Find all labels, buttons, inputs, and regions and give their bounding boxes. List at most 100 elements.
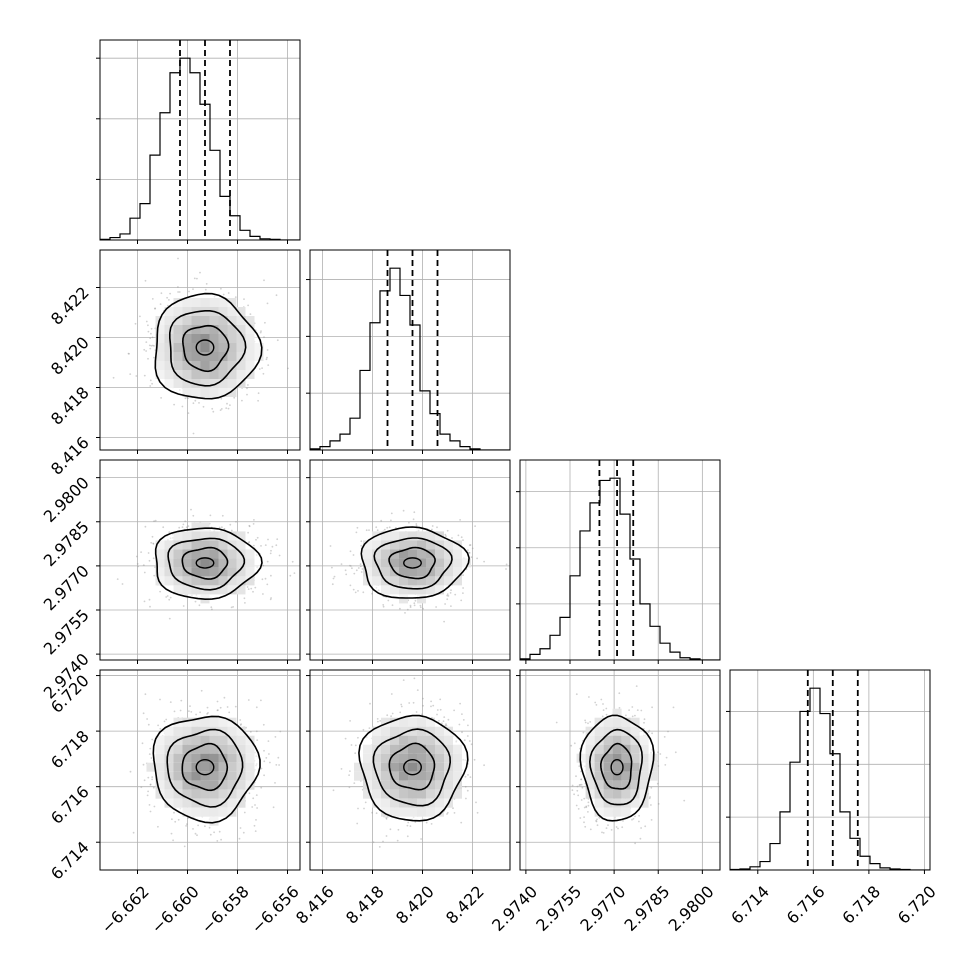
sample-point — [453, 710, 455, 712]
sample-point — [270, 553, 272, 555]
sample-point — [408, 702, 410, 704]
sample-point — [379, 720, 381, 722]
sample-point — [454, 812, 456, 814]
sample-point — [159, 699, 161, 701]
sample-point — [153, 557, 155, 559]
sample-point — [382, 604, 384, 606]
sample-point — [432, 525, 434, 527]
sample-point — [377, 718, 379, 720]
sample-point — [184, 520, 186, 522]
sample-point — [275, 764, 277, 766]
sample-point — [161, 292, 163, 294]
sample-point — [231, 607, 233, 609]
sample-point — [384, 529, 386, 531]
sample-point — [268, 740, 270, 742]
sample-point — [266, 358, 268, 360]
sample-point — [386, 527, 388, 529]
sample-point — [212, 411, 214, 413]
sample-point — [211, 609, 213, 611]
joint-content — [130, 690, 282, 847]
sample-point — [462, 592, 464, 594]
sample-point — [260, 787, 262, 789]
sample-point — [157, 826, 159, 828]
sample-point — [243, 832, 245, 834]
sample-point — [400, 704, 402, 706]
sample-point — [210, 834, 212, 836]
sample-point — [192, 828, 194, 830]
sample-point — [410, 825, 412, 827]
sample-point — [458, 535, 460, 537]
sample-point — [398, 829, 400, 831]
sample-point — [435, 606, 437, 608]
sample-point — [247, 384, 249, 386]
sample-point — [467, 549, 469, 551]
sample-point — [210, 515, 212, 517]
sample-point — [198, 402, 200, 404]
sample-point — [474, 759, 476, 761]
sample-point — [420, 606, 422, 608]
sample-point — [221, 408, 223, 410]
sample-point — [253, 545, 255, 547]
sample-point — [219, 831, 221, 833]
sample-point — [450, 592, 452, 594]
sample-point — [135, 323, 137, 325]
histogram-step — [520, 478, 720, 660]
sample-point — [149, 345, 151, 347]
sample-point — [464, 739, 466, 741]
sample-point — [196, 278, 198, 280]
sample-point — [392, 604, 394, 606]
sample-point — [426, 822, 428, 824]
sample-point — [145, 341, 147, 343]
sample-point — [169, 293, 171, 295]
sample-point — [137, 563, 139, 565]
sample-point — [390, 715, 392, 717]
sample-point — [353, 554, 355, 556]
sample-point — [461, 731, 463, 733]
sample-point — [356, 569, 358, 571]
sample-point — [390, 828, 392, 830]
sample-point — [289, 575, 291, 577]
sample-point — [151, 328, 153, 330]
sample-point — [183, 605, 185, 607]
sample-point — [220, 707, 222, 709]
sample-point — [145, 280, 147, 282]
sample-point — [188, 525, 190, 527]
sample-point — [122, 583, 124, 585]
sample-point — [351, 567, 353, 569]
sample-point — [267, 539, 269, 541]
sample-point — [263, 724, 265, 726]
sample-point — [168, 599, 170, 601]
sample-point — [154, 308, 156, 310]
sample-point — [277, 339, 279, 341]
sample-point — [360, 566, 362, 568]
sample-point — [375, 526, 377, 528]
sample-point — [262, 565, 264, 567]
sample-point — [254, 825, 256, 827]
sample-point — [275, 736, 277, 738]
sample-point — [168, 299, 170, 301]
sample-point — [195, 714, 197, 716]
sample-point — [256, 730, 258, 732]
sample-point — [248, 588, 250, 590]
sample-point — [231, 530, 233, 532]
sample-point — [207, 707, 209, 709]
sample-point — [136, 556, 138, 558]
sample-point — [476, 558, 478, 560]
sample-point — [152, 536, 154, 538]
sample-point — [365, 802, 367, 804]
sample-point — [149, 348, 151, 350]
sample-point — [261, 367, 263, 369]
sample-point — [350, 585, 352, 587]
sample-point — [171, 833, 173, 835]
sample-point — [353, 573, 355, 575]
sample-point — [371, 812, 373, 814]
sample-point — [422, 698, 424, 700]
sample-point — [154, 806, 156, 808]
sample-point — [240, 827, 242, 829]
sample-point — [450, 605, 452, 607]
sample-point — [440, 709, 442, 711]
sample-point — [471, 556, 473, 558]
sample-point — [146, 718, 148, 720]
sample-point — [254, 587, 256, 589]
sample-point — [357, 527, 359, 529]
